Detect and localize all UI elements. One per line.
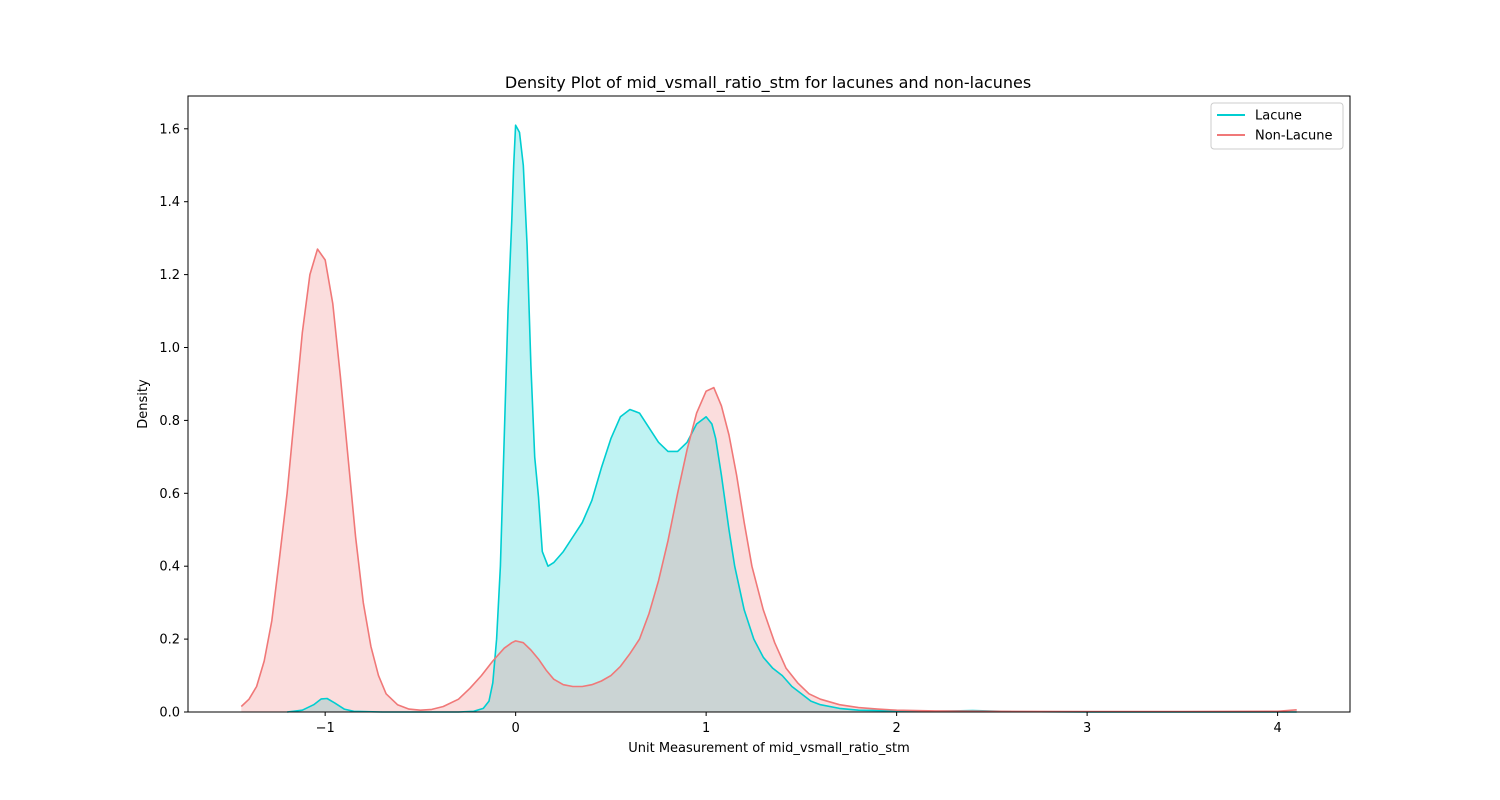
y-tick-label: 0.0 — [159, 706, 180, 721]
legend-label: Lacune — [1255, 109, 1302, 124]
x-tick-label: 2 — [892, 721, 900, 736]
series-area-1 — [241, 249, 1297, 712]
series-line-0 — [287, 124, 1297, 713]
plot-frame — [187, 95, 1351, 713]
chart-title: Density Plot of mid_vsmall_ratio_stm for… — [505, 73, 1031, 93]
series-line-1 — [240, 248, 1297, 713]
y-tick-label: 0.8 — [159, 414, 180, 429]
y-tick-label: 1.2 — [159, 268, 180, 283]
series-area-0 — [287, 125, 1297, 712]
x-axis: −1 0 1 2 3 4 — [316, 712, 1282, 736]
x-tick-label: 1 — [702, 721, 710, 736]
y-axis: 0.0 0.2 0.4 0.6 0.8 1.0 1.2 1.4 1.6 — [159, 122, 188, 721]
x-tick-label: 4 — [1273, 721, 1281, 736]
y-tick-label: 0.6 — [159, 487, 180, 502]
series-layer — [240, 124, 1297, 713]
legend-label: Non-Lacune — [1255, 129, 1332, 144]
y-axis-label: Density — [136, 379, 151, 429]
x-axis-label: Unit Measurement of mid_vsmall_ratio_stm — [628, 741, 910, 756]
y-tick-label: 1.4 — [159, 195, 180, 210]
y-tick-label: 0.4 — [159, 560, 180, 575]
x-tick-label: 3 — [1083, 721, 1091, 736]
y-tick-label: 0.2 — [159, 633, 180, 648]
legend: Lacune Non-Lacune — [1210, 102, 1344, 150]
y-tick-label: 1.0 — [159, 341, 180, 356]
x-tick-label: −1 — [316, 721, 335, 736]
y-tick-label: 1.6 — [159, 122, 180, 137]
x-tick-label: 0 — [512, 721, 520, 736]
